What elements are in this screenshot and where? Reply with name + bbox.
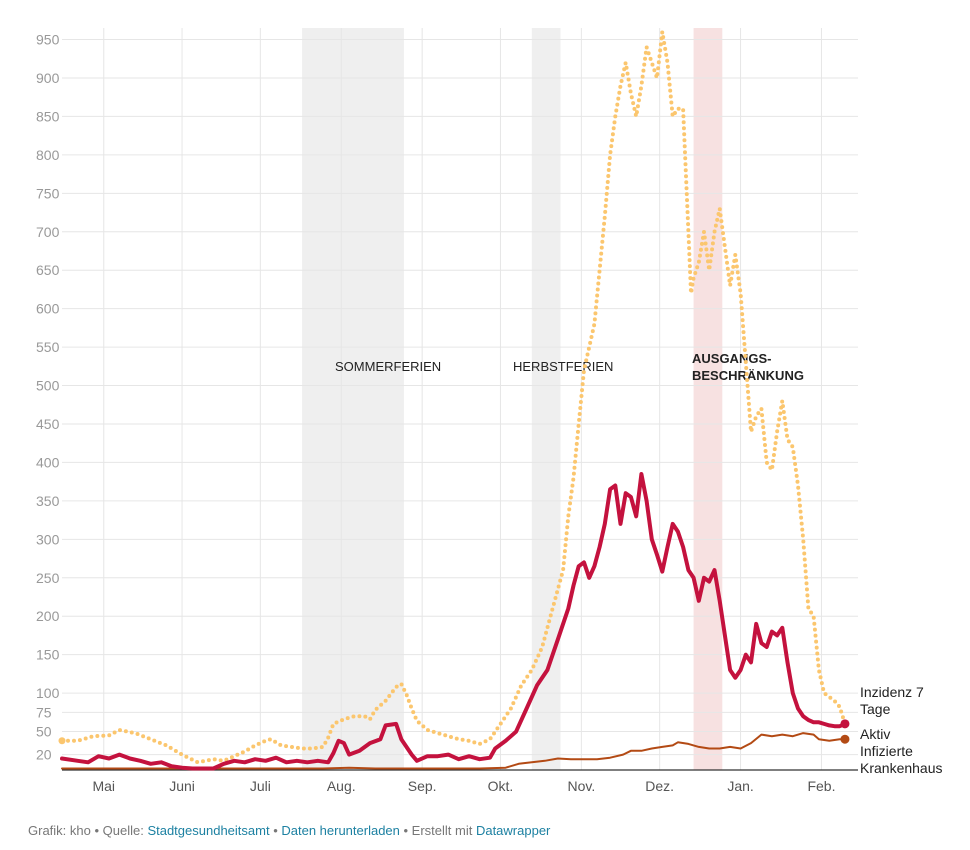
x-tick-label: Sep. bbox=[408, 778, 437, 794]
series-line-incidence bbox=[60, 29, 847, 765]
y-tick-label: 20 bbox=[36, 747, 52, 763]
footer-credit: Grafik: kho • Quelle: bbox=[28, 823, 148, 838]
y-tick-label: 75 bbox=[36, 704, 52, 720]
x-tick-label: Juli bbox=[250, 778, 271, 794]
series-label: Krankenhaus bbox=[860, 760, 943, 776]
band-label: BESCHRÄNKUNG bbox=[692, 368, 804, 383]
y-tick-label: 250 bbox=[36, 570, 60, 586]
series-start-point bbox=[58, 737, 66, 745]
y-tick-label: 500 bbox=[36, 378, 60, 394]
band-label: AUSGANGS- bbox=[692, 351, 771, 366]
x-tick-label: Okt. bbox=[488, 778, 514, 794]
footer-separator: • bbox=[269, 823, 282, 838]
event-band bbox=[302, 28, 404, 770]
series-label: Infizierte bbox=[860, 743, 913, 759]
band-label: HERBSTFERIEN bbox=[513, 359, 613, 374]
series-line-active-infected bbox=[60, 472, 847, 771]
x-tick-label: Feb. bbox=[807, 778, 835, 794]
band-label: SOMMERFERIEN bbox=[335, 359, 441, 374]
y-tick-label: 650 bbox=[36, 262, 60, 278]
chart-footer: Grafik: kho • Quelle: Stadtgesundheitsam… bbox=[28, 823, 550, 838]
line-chart: 20 50 75 100 150 200 250 300 350 400 450 500 550 600 6… bbox=[36, 28, 943, 794]
event-bands bbox=[302, 28, 723, 770]
y-tick-label: 550 bbox=[36, 339, 60, 355]
series-label: Inzidenz 7 bbox=[860, 684, 924, 700]
x-tick-label: Dez. bbox=[645, 778, 674, 794]
y-tick-label: 150 bbox=[36, 647, 60, 663]
y-tick-label: 700 bbox=[36, 224, 60, 240]
chart-area: 20 50 75 100 150 200 250 300 350 400 450 500 550 600 6… bbox=[36, 28, 943, 794]
series-lines bbox=[58, 29, 850, 771]
x-tick-label: Jan. bbox=[727, 778, 753, 794]
x-tick-label: Juni bbox=[169, 778, 195, 794]
y-tick-label: 600 bbox=[36, 301, 60, 317]
series-label: Tage bbox=[860, 701, 891, 717]
y-tick-label: 350 bbox=[36, 493, 60, 509]
y-tick-label: 100 bbox=[36, 685, 60, 701]
series-end-point bbox=[840, 719, 850, 729]
series-label: Aktiv bbox=[860, 726, 890, 742]
x-tick-label: Aug. bbox=[327, 778, 356, 794]
y-tick-label: 450 bbox=[36, 416, 60, 432]
footer-made-with: • Erstellt mit bbox=[399, 823, 476, 838]
series-end-point bbox=[840, 734, 850, 744]
band-labels: SOMMERFERIEN HERBSTFERIEN AUSGANGS- BESCHRÄ… bbox=[335, 351, 804, 383]
y-tick-label: 400 bbox=[36, 454, 60, 470]
event-band bbox=[531, 28, 561, 770]
download-data-link[interactable]: Daten herunterladen bbox=[281, 823, 400, 838]
y-tick-label: 50 bbox=[36, 724, 52, 740]
y-tick-label: 800 bbox=[36, 147, 60, 163]
y-tick-label: 750 bbox=[36, 185, 60, 201]
y-tick-label: 850 bbox=[36, 108, 60, 124]
y-tick-label: 950 bbox=[36, 32, 60, 48]
source-link[interactable]: Stadtgesundheitsamt bbox=[147, 823, 270, 838]
y-tick-label: 300 bbox=[36, 531, 60, 547]
x-axis: Mai Juni Juli Aug. Sep. Okt. Nov. Dez. Jan. Feb. bbox=[92, 28, 835, 794]
series-line-hospital bbox=[61, 732, 846, 770]
y-grid: 20 50 75 100 150 200 250 300 350 400 450 500 550 600 6… bbox=[36, 32, 858, 763]
event-band bbox=[693, 28, 723, 770]
x-tick-label: Nov. bbox=[567, 778, 595, 794]
datawrapper-link[interactable]: Datawrapper bbox=[475, 823, 551, 838]
x-tick-label: Mai bbox=[92, 778, 115, 794]
y-tick-label: 200 bbox=[36, 608, 60, 624]
y-tick-label: 900 bbox=[36, 70, 60, 86]
